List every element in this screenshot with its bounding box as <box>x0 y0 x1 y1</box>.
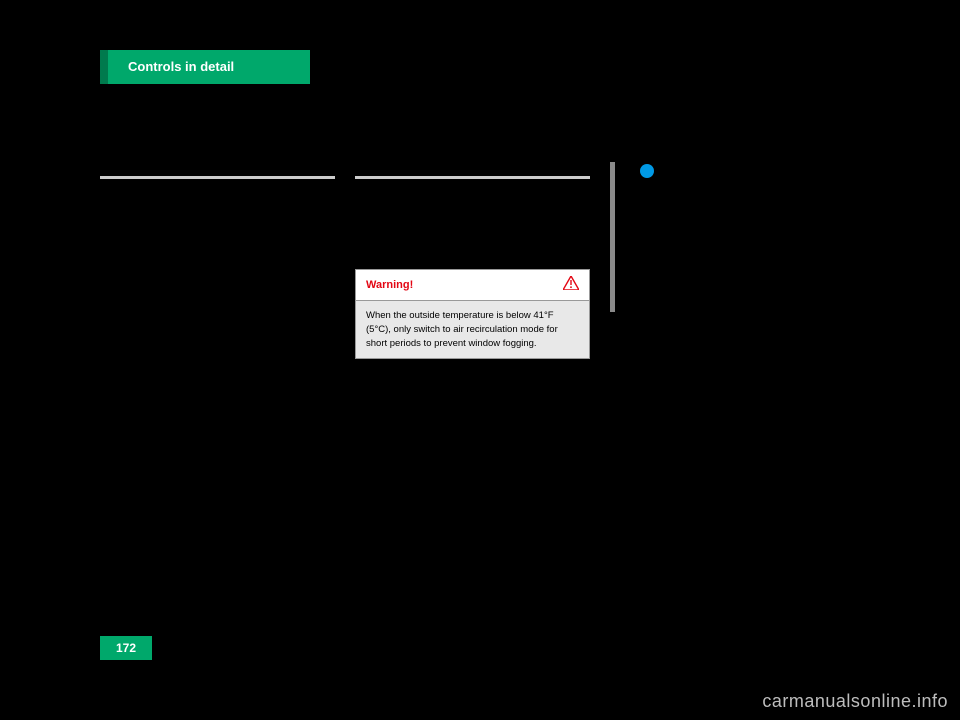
section-subheading: Climate control <box>122 94 217 109</box>
divider-bar <box>610 162 615 312</box>
col1-title: Rear window defroster <box>100 160 335 172</box>
title-rule <box>355 176 590 179</box>
warning-box: Warning! When the outside temperature is… <box>355 269 590 359</box>
col2-title: Air recirculation mode <box>355 160 590 172</box>
warning-icon <box>563 276 579 294</box>
warning-title: Warning! <box>366 279 413 291</box>
warning-header: Warning! <box>356 270 589 301</box>
column-2: Air recirculation mode Warning! When the… <box>355 160 590 359</box>
watermark: carmanualsonline.info <box>762 691 948 712</box>
title-rule <box>100 176 335 179</box>
bullet-dot-icon <box>640 164 654 178</box>
chapter-tab: Controls in detail <box>100 50 310 84</box>
manual-page: Controls in detail Climate control Rear … <box>50 50 910 670</box>
column-1: Rear window defroster <box>100 160 335 189</box>
page-number: 172 <box>100 636 152 660</box>
warning-body: When the outside temperature is below 41… <box>356 301 589 358</box>
